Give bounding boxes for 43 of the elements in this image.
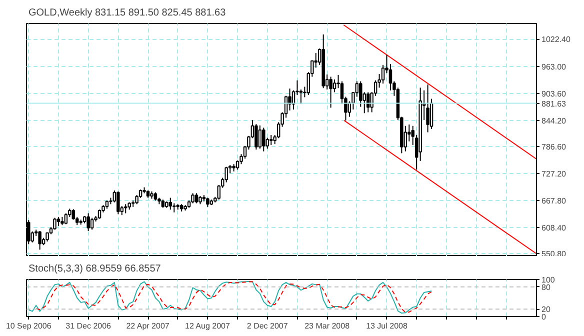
x-tick-label: 2 Dec 2007 [246,322,288,330]
candlestick [329,76,332,108]
chart-title: Stoch(5,3,3) 68.9559 66.8557 [28,264,162,274]
candlestick [262,127,266,152]
x-tick-label: 31 Dec 2006 [66,322,112,330]
x-tick-label: 23 Mar 2008 [304,322,350,330]
candlestick [116,190,120,215]
candlestick [381,64,385,84]
ref-line-label: 881.63 [542,99,567,108]
candlestick [332,78,336,93]
x-tick-label: 13 Jul 2008 [366,322,408,330]
candlestick [172,202,176,213]
candlestick [258,124,262,150]
y-tick-label: 963.00 [542,62,567,72]
y-tick-label: 608.40 [542,224,567,233]
candlestick [56,216,60,227]
candlestick [194,192,198,204]
candlestick [124,204,128,214]
candlestick [168,197,172,210]
y-tick-label: 844.20 [542,116,567,126]
y-tick-label: 80 [542,282,551,292]
candlestick [191,192,194,204]
y-tick-label: 786.60 [542,142,567,152]
y-tick-label: 727.20 [542,170,567,179]
candlestick [254,124,258,150]
candlestick [86,212,90,232]
candlestick [269,134,273,146]
chart-title: GOLD,Weekly 831.15 891.50 825.45 881.63 [28,8,226,18]
x-tick-label: 12 Aug 2007 [185,322,230,330]
y-tick-label: 667.80 [542,196,567,206]
y-tick-label: 1022.40 [542,35,571,44]
y-tick-label: 0 [542,312,546,322]
candlestick [38,230,42,250]
candlestick [90,217,94,230]
x-tick-label: 10 Sep 2006 [6,322,52,330]
y-tick-label: 100 [542,276,556,284]
y-tick-label: 903.60 [542,89,567,98]
candlestick [288,88,292,111]
y-tick-label: 20 [542,305,551,314]
candlestick [426,84,430,133]
candlestick [236,160,240,170]
candlestick [53,217,56,230]
x-tick-label: 22 Apr 2007 [126,322,170,330]
